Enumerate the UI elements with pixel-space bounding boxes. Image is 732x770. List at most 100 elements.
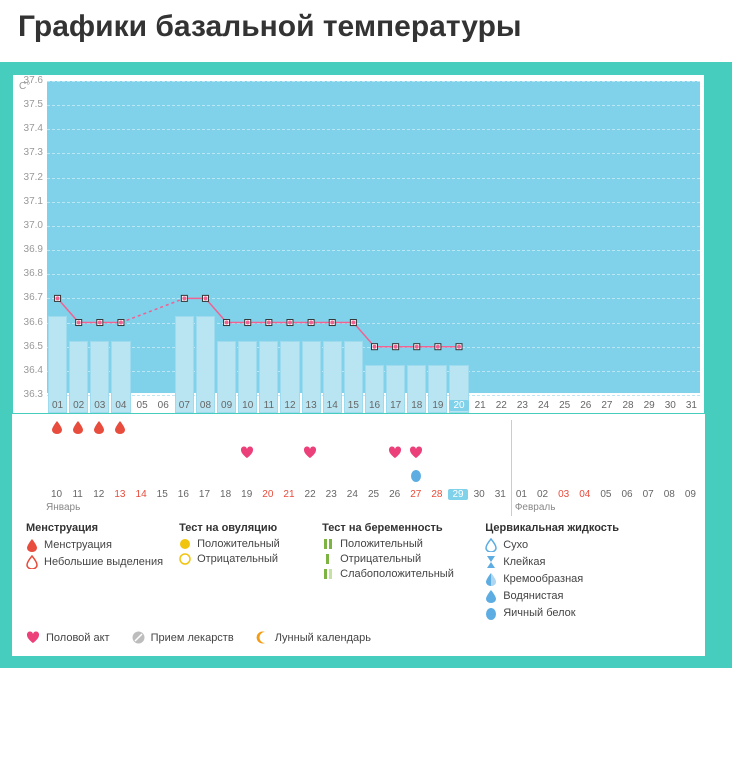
x-tick: 04 — [111, 400, 131, 411]
x-tick: 01 — [48, 400, 68, 411]
x-tick: 24 — [534, 400, 554, 411]
calendar-tick: 06 — [617, 489, 637, 500]
x-tick: 07 — [174, 400, 194, 411]
month-label: Февраль — [515, 502, 556, 513]
legend-item: Лунный календарь — [256, 631, 371, 644]
month-separator — [511, 420, 512, 516]
legend-item: Яичный белок — [485, 606, 645, 620]
x-tick: 17 — [386, 400, 406, 411]
x-tick: 02 — [69, 400, 89, 411]
legend: Менструация Менструация Небольшие выделе… — [12, 514, 705, 656]
symbol-tracks: 1011121314151617181920212223242526272829… — [12, 414, 705, 514]
legend-head: Менструация — [26, 522, 176, 534]
legend-item: Кремообразная — [485, 572, 645, 586]
calendar-tick: 28 — [427, 489, 447, 500]
calendar-tick: 11 — [68, 489, 88, 500]
heart-icon — [388, 446, 402, 464]
calendar-tick: 12 — [89, 489, 109, 500]
legend-item: Сухо — [485, 538, 645, 552]
calendar-tick: 31 — [490, 489, 510, 500]
temperature-chart: C° 37.637.537.437.337.237.137.036.936.83… — [12, 74, 705, 414]
heart-icon — [303, 446, 317, 464]
egg-icon — [485, 606, 497, 620]
drop-icon — [51, 420, 63, 440]
bars-icon — [322, 538, 334, 550]
x-tick: 10 — [238, 400, 258, 411]
legend-item: Положительный — [322, 538, 482, 550]
legend-item: Слабоположительный — [322, 568, 482, 580]
x-tick: 08 — [195, 400, 215, 411]
x-tick: 18 — [407, 400, 427, 411]
x-tick: 13 — [301, 400, 321, 411]
drop-outline-icon — [26, 555, 38, 569]
drop-icon — [26, 538, 38, 552]
legend-item: Прием лекарств — [132, 631, 234, 644]
x-tick: 14 — [322, 400, 342, 411]
x-tick: 23 — [512, 400, 532, 411]
drop-blue-icon — [485, 589, 497, 603]
calendar-tick: 09 — [680, 489, 700, 500]
x-tick: 06 — [153, 400, 173, 411]
calendar-tick: 10 — [47, 489, 67, 500]
menstruation-row — [46, 420, 701, 438]
bar-icon — [322, 553, 334, 565]
legend-item: Отрицательный — [179, 553, 319, 565]
page-title: Графики базальной температуры — [0, 0, 732, 62]
legend-bottom-row: Половой акт Прием лекарств Лунный календ… — [26, 631, 691, 644]
x-tick: 22 — [491, 400, 511, 411]
x-tick: 09 — [217, 400, 237, 411]
calendar-tick: 18 — [216, 489, 236, 500]
legend-item: Клейкая — [485, 555, 645, 569]
calendar-tick: 14 — [131, 489, 151, 500]
x-tick: 30 — [660, 400, 680, 411]
calendar-tick: 30 — [469, 489, 489, 500]
calendar-tick: 19 — [237, 489, 257, 500]
line-overlay — [13, 75, 706, 415]
pill-icon — [132, 631, 145, 644]
drop-half-icon — [485, 572, 497, 586]
calendar-tick: 24 — [342, 489, 362, 500]
heart-icon — [240, 446, 254, 464]
x-tick: 28 — [618, 400, 638, 411]
bars-weak-icon — [322, 568, 334, 580]
calendar-tick: 26 — [385, 489, 405, 500]
calendar-tick: 29 — [448, 489, 468, 500]
calendar-axis: 1011121314151617181920212223242526272829… — [46, 484, 701, 500]
panel-wrapper: C° 37.637.537.437.337.237.137.036.936.83… — [0, 62, 732, 668]
calendar-tick: 13 — [110, 489, 130, 500]
legend-col-pregnancy: Тест на беременность Положительный Отриц… — [322, 522, 482, 583]
calendar-tick: 01 — [511, 489, 531, 500]
legend-head: Тест на овуляцию — [179, 522, 319, 534]
calendar-tick: 23 — [321, 489, 341, 500]
drop-icon — [114, 420, 126, 440]
calendar-tick: 25 — [364, 489, 384, 500]
heart-icon — [26, 631, 40, 644]
x-axis: 0102030405060708091011121314151617181920… — [47, 395, 700, 411]
legend-col-fluid: Цервикальная жидкость Сухо Клейкая Кремо… — [485, 522, 645, 623]
calendar-tick: 02 — [533, 489, 553, 500]
calendar-tick: 22 — [300, 489, 320, 500]
legend-item: Половой акт — [26, 631, 110, 644]
x-tick: 11 — [259, 400, 279, 411]
legend-col-menstruation: Менструация Менструация Небольшие выделе… — [26, 522, 176, 572]
circle-outline-icon — [179, 553, 191, 565]
calendar-tick: 04 — [575, 489, 595, 500]
legend-item: Водянистая — [485, 589, 645, 603]
x-tick: 25 — [555, 400, 575, 411]
calendar-tick: 03 — [554, 489, 574, 500]
legend-head: Тест на беременность — [322, 522, 482, 534]
drop-icon — [72, 420, 84, 440]
calendar-tick: 27 — [406, 489, 426, 500]
calendar-tick: 16 — [173, 489, 193, 500]
calendar-tick: 15 — [152, 489, 172, 500]
month-label: Январь — [46, 502, 80, 513]
legend-col-ovulation: Тест на овуляцию Положительный Отрицател… — [179, 522, 319, 568]
x-tick: 29 — [639, 400, 659, 411]
legend-item: Менструация — [26, 538, 176, 552]
x-tick: 16 — [365, 400, 385, 411]
x-tick: 21 — [470, 400, 490, 411]
legend-item: Положительный — [179, 538, 319, 550]
drop-icon — [93, 420, 105, 440]
moon-icon — [256, 631, 269, 644]
legend-head: Цервикальная жидкость — [485, 522, 645, 534]
